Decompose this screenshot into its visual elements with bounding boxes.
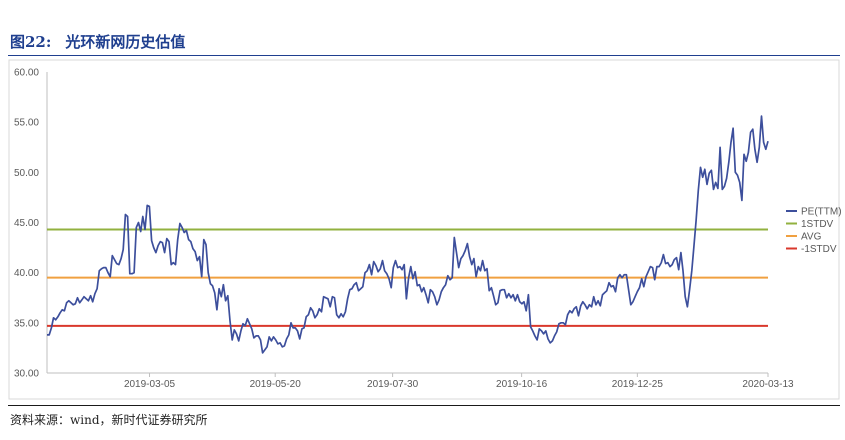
y-tick-label: 45.00 <box>14 218 39 229</box>
title-rule <box>8 55 840 56</box>
y-tick-label: 50.00 <box>14 168 39 179</box>
y-tick-label: 60.00 <box>14 68 39 79</box>
source-rule <box>8 405 840 406</box>
x-tick-label: 2019-07-30 <box>367 379 419 390</box>
y-tick-label: 35.00 <box>14 318 39 329</box>
figure-title: 图22: 光环新网历史估值 <box>10 31 185 52</box>
figure-caption: 光环新网历史估值 <box>65 33 186 51</box>
source-note: 资料来源：wind，新时代证券研究所 <box>10 413 208 427</box>
x-tick-label: 2019-05-20 <box>250 379 302 390</box>
x-tick-label: 2020-03-13 <box>742 379 794 390</box>
series-line-pe-ttm <box>47 115 769 354</box>
y-tick-label: 55.00 <box>14 118 39 129</box>
legend-label: 1STDV <box>801 219 834 230</box>
x-tick-label: 2019-10-16 <box>496 379 548 390</box>
y-tick-label: 40.00 <box>14 268 39 279</box>
legend-label: -1STDV <box>801 244 837 255</box>
x-tick-label: 2019-03-05 <box>124 379 176 390</box>
legend: PE(TTM)1STDV AVG-1STDV <box>786 207 842 255</box>
y-tick-label: 30.00 <box>14 369 39 380</box>
legend-label: AVG <box>801 232 822 243</box>
x-tick-label: 2019-12-25 <box>612 379 664 390</box>
figure-number: 图22: <box>10 33 52 51</box>
legend-label: PE(TTM) <box>801 207 842 218</box>
